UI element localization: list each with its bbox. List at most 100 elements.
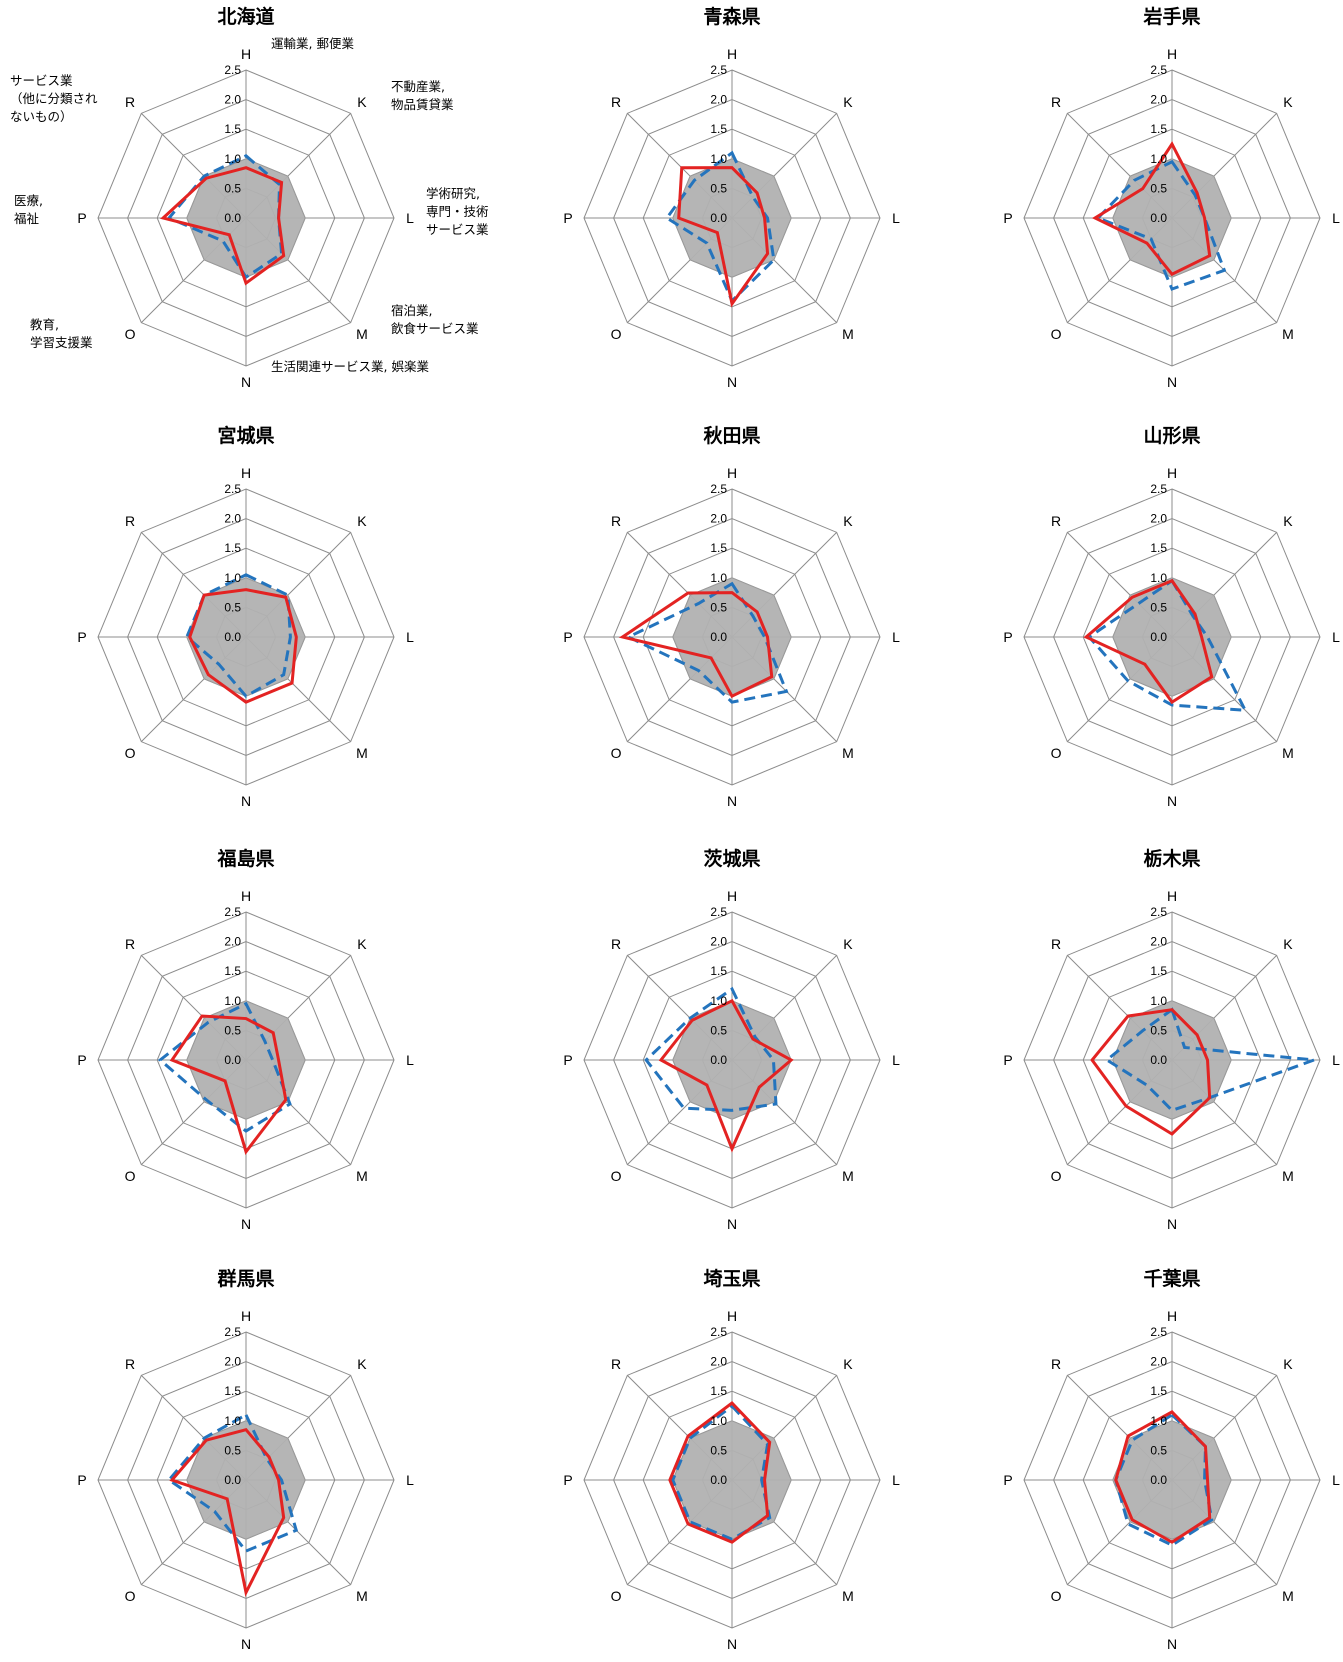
axis-category-label: L	[892, 629, 900, 645]
axis-category-label: L	[1332, 210, 1340, 226]
radial-tick-label: 0.0	[710, 211, 727, 225]
axis-category-label: H	[727, 46, 737, 62]
category-note-r: サービス業（他に分類されないもの）	[10, 73, 98, 124]
axis-category-label: H	[727, 465, 737, 481]
radial-tick-label: 0.0	[1150, 211, 1167, 225]
series-blue-dashed-line	[157, 1001, 292, 1133]
axis-category-label: P	[563, 629, 572, 645]
radar-chart: 千葉県 0.0 0.5 1.0 1.5 2.0 2.5H K L M N O P R	[1003, 1268, 1340, 1652]
category-note-k: 不動産業,物品賃貸業	[391, 79, 454, 112]
axis-category-label: L	[406, 1472, 414, 1488]
axis-category-label: N	[1167, 374, 1177, 390]
axis-category-label: M	[1282, 1168, 1294, 1184]
axis-category-label: P	[1003, 1052, 1012, 1068]
radial-tick-label: 2.0	[224, 935, 241, 949]
axis-category-label: K	[357, 94, 367, 110]
radial-tick-label: 2.5	[224, 905, 241, 919]
radial-tick-label: 0.5	[1150, 181, 1167, 195]
axis-category-label: N	[241, 1216, 251, 1232]
radial-tick-label: 2.5	[1150, 905, 1167, 919]
radial-tick-label: 2.0	[710, 93, 727, 107]
axis-category-label: L	[1332, 629, 1340, 645]
axis-category-label: H	[727, 888, 737, 904]
radial-tick-label: 2.0	[1150, 1355, 1167, 1369]
axis-category-label: R	[1051, 1356, 1061, 1372]
radial-tick-label: 2.5	[710, 905, 727, 919]
axis-category-label: N	[241, 374, 251, 390]
axis-category-label: N	[727, 793, 737, 809]
radial-tick-label: 0.5	[224, 181, 241, 195]
radial-tick-label: 1.5	[224, 964, 241, 978]
radial-tick-label: 1.5	[224, 1384, 241, 1398]
chart-title: 北海道	[217, 5, 274, 28]
radial-tick-label: 1.0	[710, 152, 727, 166]
axis-category-label: M	[842, 745, 854, 761]
axis-category-label: H	[727, 1308, 737, 1324]
axis-category-label: N	[1167, 1216, 1177, 1232]
radial-tick-label: 2.5	[224, 1325, 241, 1339]
axis-category-label: P	[77, 629, 86, 645]
series-blue-dashed-line	[1095, 159, 1227, 291]
radial-tick-label: 0.0	[224, 1053, 241, 1067]
radial-tick-label: 2.0	[224, 512, 241, 526]
series-red-solid-line	[658, 998, 794, 1153]
axis-category-label: M	[1282, 326, 1294, 342]
chart-title: 青森県	[703, 5, 760, 28]
radial-tick-label: 1.0	[224, 994, 241, 1008]
radial-tick-label: 1.5	[1150, 541, 1167, 555]
radial-tick-label: 2.0	[710, 1355, 727, 1369]
radial-tick-label: 1.0	[224, 152, 241, 166]
axis-category-label: R	[611, 94, 621, 110]
axis-category-label: R	[125, 94, 135, 110]
radial-tick-label: 1.5	[710, 964, 727, 978]
radial-tick-label: 2.0	[224, 1355, 241, 1369]
radial-tick-label: 1.5	[224, 122, 241, 136]
radial-tick-label: 0.5	[710, 1023, 727, 1037]
category-note-o: 教育,学習支援業	[30, 317, 93, 350]
axis-category-label: K	[1283, 513, 1293, 529]
axis-category-label: P	[563, 210, 572, 226]
chart-title: 千葉県	[1143, 1268, 1200, 1290]
axis-category-label: R	[125, 936, 135, 952]
radar-chart: 埼玉県 0.0 0.5 1.0 1.5 2.0 2.5H K L M N O P R	[563, 1267, 900, 1652]
radial-tick-label: 2.5	[224, 63, 241, 77]
radar-chart: 北海道 0.0 0.5 1.0 1.5 2.0 2.5H K L M N O P R 運輸業, 郵便業不動産…	[10, 5, 489, 390]
radar-chart: 群馬県 0.0 0.5 1.0 1.5 2.0 2.5H K L M N O P R	[77, 1267, 414, 1652]
radial-tick-label: 1.0	[710, 994, 727, 1008]
series-red-solid-line	[160, 166, 286, 286]
radial-tick-label: 0.0	[224, 1473, 241, 1487]
axis-category-label: N	[241, 1636, 251, 1652]
series-baseline-area	[1112, 1420, 1232, 1540]
axis-category-label: O	[611, 745, 622, 761]
radial-tick-label: 2.0	[1150, 93, 1167, 107]
chart-title: 茨城県	[703, 847, 760, 870]
radial-tick-label: 2.5	[1150, 482, 1167, 496]
axis-category-label: P	[1003, 210, 1012, 226]
radial-tick-label: 1.5	[710, 1384, 727, 1398]
axis-category-label: H	[241, 1308, 251, 1324]
series-blue-dashed-line	[624, 581, 789, 704]
axis-category-label: N	[727, 1636, 737, 1652]
radial-tick-label: 0.0	[224, 211, 241, 225]
axis-category-label: K	[843, 94, 853, 110]
radial-tick-label: 1.0	[710, 571, 727, 585]
axis-category-label: O	[1051, 1588, 1062, 1604]
axis-category-label: M	[356, 326, 368, 342]
radial-tick-label: 1.0	[1150, 994, 1167, 1008]
radial-tick-label: 0.5	[1150, 600, 1167, 614]
series-red-solid-line	[188, 588, 298, 704]
axis-category-label: P	[77, 210, 86, 226]
series-red-solid-line	[668, 1401, 772, 1544]
chart-title: 岩手県	[1142, 5, 1200, 28]
radial-tick-label: 2.5	[224, 482, 241, 496]
radial-tick-label: 2.0	[710, 512, 727, 526]
axis-category-label: H	[241, 46, 251, 62]
axis-category-label: P	[77, 1052, 86, 1068]
axis-category-label: R	[125, 513, 135, 529]
axis-category-label: M	[1282, 745, 1294, 761]
series-blue-dashed-line	[671, 1403, 772, 1541]
radial-tick-label: 2.5	[710, 1325, 727, 1339]
category-note-n: 生活関連サービス業, 娯楽業	[271, 359, 429, 374]
radial-tick-label: 1.0	[1150, 152, 1167, 166]
axis-category-label: K	[843, 513, 853, 529]
